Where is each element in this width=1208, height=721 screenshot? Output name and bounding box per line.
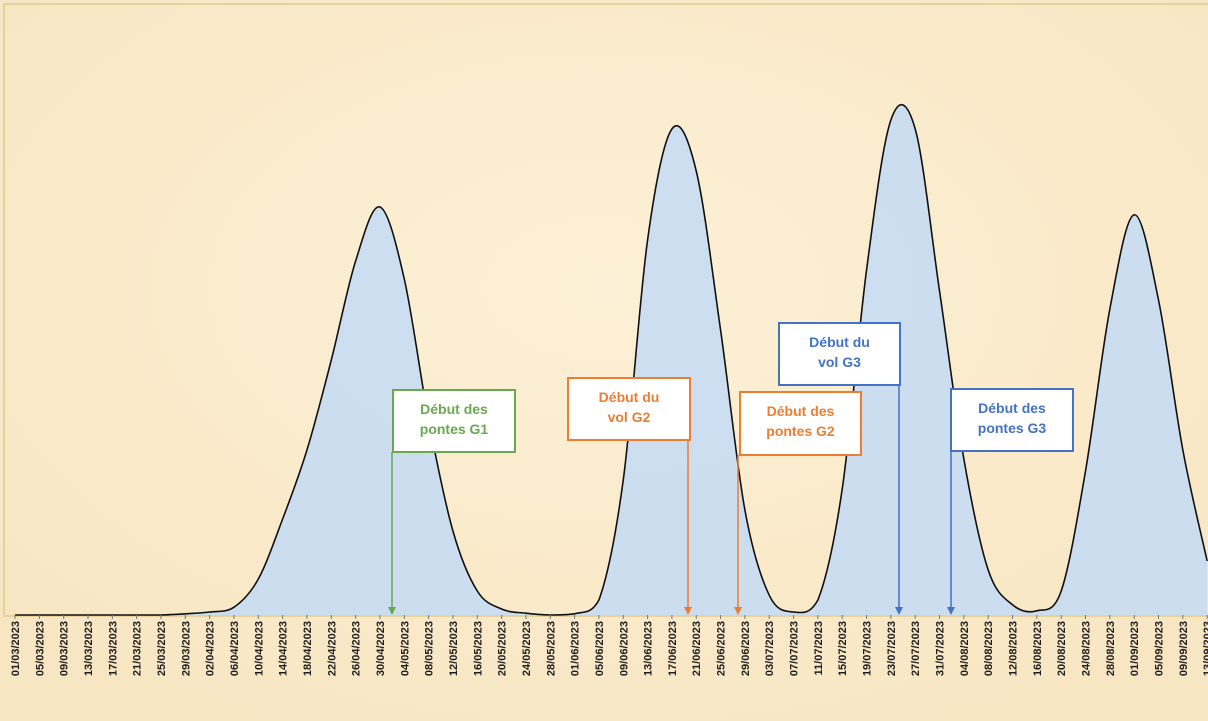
annotation-arrowhead xyxy=(895,607,903,615)
annotation-box xyxy=(739,391,862,456)
annotation-text: pontes G3 xyxy=(978,420,1047,436)
annotation-text: Début des xyxy=(978,400,1046,416)
x-tick-label: 12/08/2023 xyxy=(1008,621,1020,676)
x-tick-label: 12/05/2023 xyxy=(448,621,460,676)
annotation-text: pontes G1 xyxy=(420,421,489,437)
x-tick-label: 06/04/2023 xyxy=(229,621,241,676)
x-tick-label: 21/03/2023 xyxy=(132,621,144,676)
x-tick-label: 01/09/2023 xyxy=(1129,621,1141,676)
x-tick-label: 05/09/2023 xyxy=(1154,621,1166,676)
x-tick-label: 28/08/2023 xyxy=(1105,621,1117,676)
area-line xyxy=(14,104,1208,616)
x-tick-label: 13/09/2023 xyxy=(1202,621,1208,676)
x-tick-label: 11/07/2023 xyxy=(813,621,825,675)
x-tick-label: 26/04/2023 xyxy=(351,621,363,676)
annotation-arrowhead xyxy=(947,607,955,615)
x-tick-label: 09/09/2023 xyxy=(1178,621,1190,676)
x-tick-label: 16/05/2023 xyxy=(472,621,484,676)
x-tick-label: 29/06/2023 xyxy=(740,621,752,676)
x-tick-label: 13/03/2023 xyxy=(83,621,95,676)
x-tick-label: 13/06/2023 xyxy=(643,621,655,676)
x-tick-label: 30/04/2023 xyxy=(375,621,387,676)
x-tick-label: 19/07/2023 xyxy=(862,621,874,676)
x-tick-label: 09/06/2023 xyxy=(618,621,630,676)
annotation-arrowhead xyxy=(684,607,692,615)
annotation-box xyxy=(567,377,691,441)
x-tick-label: 17/03/2023 xyxy=(107,621,119,676)
x-tick-label: 02/04/2023 xyxy=(205,621,217,676)
annotation-text: Début des xyxy=(420,401,488,417)
x-tick-label: 01/03/2023 xyxy=(10,621,22,676)
x-tick-label: 15/07/2023 xyxy=(837,621,849,676)
x-tick-label: 05/06/2023 xyxy=(594,621,606,676)
annotation-arrowhead xyxy=(388,607,396,615)
x-tick-label: 08/08/2023 xyxy=(983,621,995,676)
x-tick-label: 21/06/2023 xyxy=(691,621,703,676)
x-tick-label: 31/07/2023 xyxy=(935,621,947,676)
annotation-text: vol G3 xyxy=(818,354,861,370)
x-tick-label: 17/06/2023 xyxy=(667,621,679,676)
plot: 01/03/2023 05/03/2023 09/03/2023 13/03/2023… xyxy=(10,104,1208,676)
annotation-box xyxy=(392,389,516,453)
x-tick-label: 18/04/2023 xyxy=(302,621,314,676)
x-tick-label: 25/03/2023 xyxy=(156,621,168,676)
x-tick-label: 03/07/2023 xyxy=(764,621,776,676)
x-tick-label: 22/04/2023 xyxy=(326,621,338,676)
annotation-text: Début du xyxy=(809,334,870,350)
annotation-text: Début du xyxy=(599,389,660,405)
x-tick-label: 16/08/2023 xyxy=(1032,621,1044,676)
annotations: Début des pontes G1 Début du vol G2 Début de… xyxy=(388,322,1074,615)
x-tick-label: 01/06/2023 xyxy=(570,621,582,676)
x-tick-label: 20/08/2023 xyxy=(1056,621,1068,676)
x-tick-label: 07/07/2023 xyxy=(789,621,801,676)
x-tick-label: 09/03/2023 xyxy=(59,621,71,676)
x-tick-label: 04/08/2023 xyxy=(959,621,971,676)
x-tick-label: 29/03/2023 xyxy=(180,621,192,676)
x-tick-label: 04/05/2023 xyxy=(399,621,411,676)
x-tick-label: 27/07/2023 xyxy=(910,621,922,676)
area-fill xyxy=(15,104,1208,615)
x-tick-label: 24/08/2023 xyxy=(1081,621,1093,676)
x-tick-label: 20/05/2023 xyxy=(497,621,509,676)
annotation-box xyxy=(778,322,901,386)
annotation-text: pontes G2 xyxy=(766,423,835,439)
annotation-text: Début des xyxy=(767,403,835,419)
annotation-box xyxy=(950,388,1074,452)
plot-border xyxy=(3,3,1208,617)
x-tick-label: 14/04/2023 xyxy=(278,621,290,676)
x-tick-label: 24/05/2023 xyxy=(521,621,533,676)
x-tick-label: 05/03/2023 xyxy=(34,621,46,676)
x-tick-label: 10/04/2023 xyxy=(253,621,265,676)
annotation-text: vol G2 xyxy=(608,409,651,425)
x-tick-label: 28/05/2023 xyxy=(545,621,557,676)
annotation-arrowhead xyxy=(734,607,742,615)
x-tick-label: 23/07/2023 xyxy=(886,621,898,676)
x-tick-label: 08/05/2023 xyxy=(424,621,436,676)
x-tick-label: 25/06/2023 xyxy=(716,621,728,676)
